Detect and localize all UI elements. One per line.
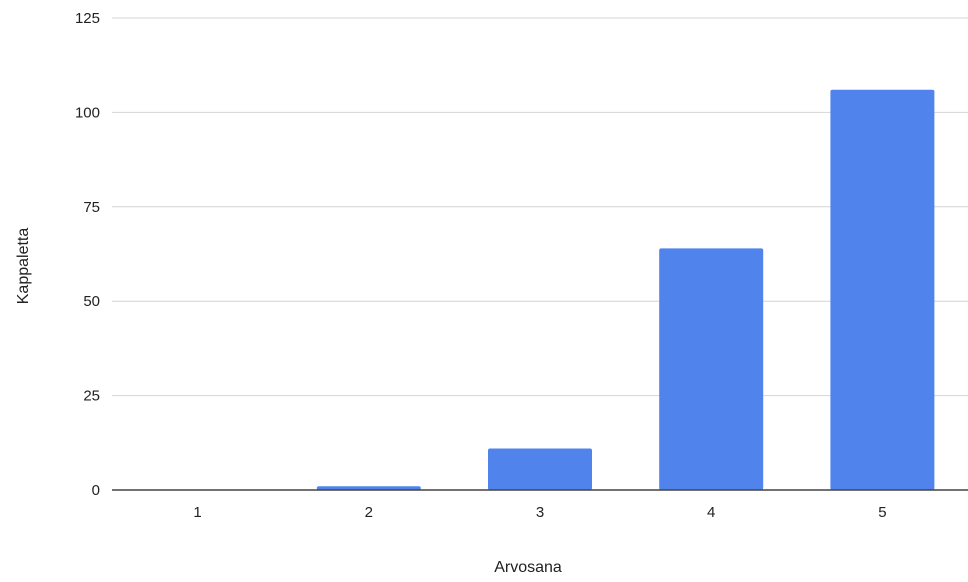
y-tick-label: 125 <box>75 10 100 27</box>
x-tick-label: 3 <box>536 504 544 521</box>
bar-2 <box>316 486 421 490</box>
y-tick-labels: 0 25 50 75 100 125 <box>75 10 100 499</box>
x-axis-title: Arvosana <box>494 559 562 576</box>
y-tick-label: 0 <box>92 482 100 499</box>
y-axis-title: Kappaletta <box>15 228 32 305</box>
bar-4 <box>659 248 764 490</box>
bars <box>316 89 935 490</box>
x-tick-label: 4 <box>707 504 715 521</box>
y-tick-label: 25 <box>83 388 100 405</box>
y-tick-label: 100 <box>75 104 100 121</box>
bar-3 <box>488 448 592 490</box>
x-tick-label: 5 <box>878 504 886 521</box>
x-tick-label: 2 <box>365 504 373 521</box>
x-tick-label: 1 <box>193 504 201 521</box>
gridlines <box>112 17 968 397</box>
y-tick-label: 50 <box>83 293 100 310</box>
x-tick-labels: 1 2 3 4 5 <box>193 504 886 521</box>
y-tick-label: 75 <box>83 199 100 216</box>
bar-5 <box>830 89 935 490</box>
